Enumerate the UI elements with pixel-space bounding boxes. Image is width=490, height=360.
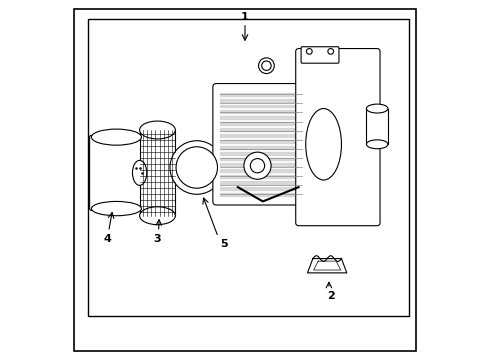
- Circle shape: [176, 147, 218, 188]
- FancyBboxPatch shape: [90, 135, 143, 210]
- Bar: [367, 109, 388, 144]
- Text: 5: 5: [220, 239, 227, 249]
- Circle shape: [244, 152, 271, 179]
- Text: 3: 3: [154, 234, 161, 244]
- FancyBboxPatch shape: [296, 49, 380, 226]
- FancyBboxPatch shape: [301, 47, 339, 63]
- Text: 2: 2: [327, 291, 335, 301]
- Circle shape: [170, 141, 223, 194]
- Text: 4: 4: [103, 234, 111, 244]
- Ellipse shape: [367, 140, 388, 149]
- Ellipse shape: [132, 160, 147, 185]
- Circle shape: [262, 61, 271, 71]
- Bar: [88, 19, 409, 316]
- Ellipse shape: [140, 121, 175, 139]
- Circle shape: [328, 49, 334, 54]
- Circle shape: [259, 58, 274, 73]
- FancyBboxPatch shape: [213, 84, 309, 205]
- Ellipse shape: [306, 109, 342, 180]
- Text: 1: 1: [241, 13, 249, 22]
- Bar: [140, 130, 175, 216]
- Ellipse shape: [92, 129, 142, 145]
- Circle shape: [306, 49, 312, 54]
- Polygon shape: [308, 258, 347, 273]
- Ellipse shape: [140, 207, 175, 225]
- Ellipse shape: [92, 202, 142, 216]
- Circle shape: [250, 158, 265, 173]
- Ellipse shape: [367, 104, 388, 113]
